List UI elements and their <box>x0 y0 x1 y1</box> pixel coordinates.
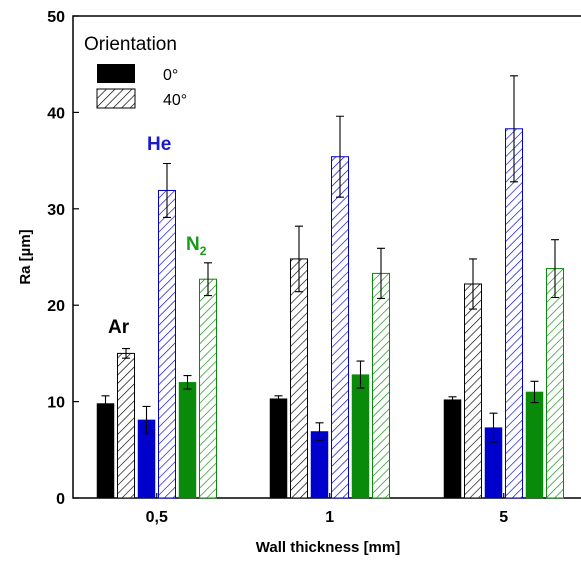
error-bar-he-40deg-2 <box>510 75 518 183</box>
bar-ar-40deg-2 <box>464 283 482 499</box>
bar-he-40deg-2 <box>505 128 523 499</box>
error-bar-he-40deg-0 <box>163 162 171 219</box>
y-tick-label-10: 10 <box>47 395 65 412</box>
gas-label-he: He <box>147 134 171 155</box>
y-tick-label-0: 0 <box>56 491 65 508</box>
y-tick-label-50: 50 <box>47 9 65 26</box>
error-bar-ar-0deg-2 <box>448 396 457 404</box>
legend-label-0deg: 0° <box>163 67 178 84</box>
legend-swatch-hatched <box>96 88 136 109</box>
bar-he-40deg-0 <box>158 189 176 499</box>
error-bar-ar-40deg-1 <box>295 225 303 293</box>
legend-title: Orientation <box>84 34 177 55</box>
bar-ar-40deg-0 <box>117 352 135 499</box>
y-axis-label: Ra [µm] <box>17 229 34 284</box>
error-bar-ar-40deg-2 <box>469 258 477 310</box>
error-bar-n2-40deg-1 <box>377 247 385 300</box>
x-tick-label-1: 1 <box>325 509 334 526</box>
error-bar-n2-0deg-0 <box>183 375 192 390</box>
x-axis: 0,5 1 5 <box>146 493 508 526</box>
error-bar-ar-0deg-1 <box>274 395 283 403</box>
bar-ar-0deg-2 <box>443 399 462 499</box>
bar-n2-40deg-2 <box>546 268 564 499</box>
legend-label-40deg: 40° <box>163 92 187 109</box>
gas-label-ar: Ar <box>108 317 130 338</box>
x-tick-label-2: 5 <box>499 509 508 526</box>
error-bar-n2-40deg-0 <box>204 262 212 297</box>
y-tick-label-30: 30 <box>47 202 65 219</box>
error-bars-group <box>101 75 559 443</box>
bars-group <box>96 128 564 499</box>
error-bar-ar-40deg-0 <box>122 348 130 359</box>
gas-label-n2: N2 <box>186 234 207 258</box>
bar-n2-40deg-1 <box>372 272 390 499</box>
x-axis-label: Wall thickness [mm] <box>256 539 400 556</box>
legend-swatch-solid <box>97 64 135 83</box>
error-bar-n2-0deg-2 <box>530 380 539 404</box>
bar-n2-0deg-2 <box>525 391 544 499</box>
error-bar-ar-0deg-0 <box>101 395 110 412</box>
bar-ar-0deg-1 <box>269 398 288 499</box>
y-axis: 0 10 20 30 40 50 <box>47 9 79 508</box>
legend: Orientation 0° 40° <box>84 34 187 109</box>
bar-he-40deg-1 <box>331 156 349 499</box>
bar-n2-0deg-0 <box>178 382 197 499</box>
gas-label-n2-subscript: 2 <box>200 244 207 258</box>
bar-ar-0deg-0 <box>96 403 115 499</box>
gas-label-n2-main: N <box>186 234 200 255</box>
error-bar-he-40deg-1 <box>336 115 344 198</box>
error-bar-n2-0deg-1 <box>356 360 365 389</box>
bar-n2-40deg-0 <box>199 278 217 499</box>
bar-he-0deg-1 <box>310 431 329 499</box>
error-bar-he-0deg-1 <box>315 422 324 441</box>
y-tick-label-20: 20 <box>47 298 65 315</box>
bar-ar-40deg-1 <box>290 258 308 499</box>
x-tick-label-0: 0,5 <box>146 509 168 526</box>
error-bar-he-0deg-2 <box>489 412 498 443</box>
error-bar-he-0deg-0 <box>142 405 151 434</box>
y-tick-label-40: 40 <box>47 105 65 122</box>
bar-n2-0deg-1 <box>351 374 370 499</box>
error-bar-n2-40deg-2 <box>551 239 559 299</box>
